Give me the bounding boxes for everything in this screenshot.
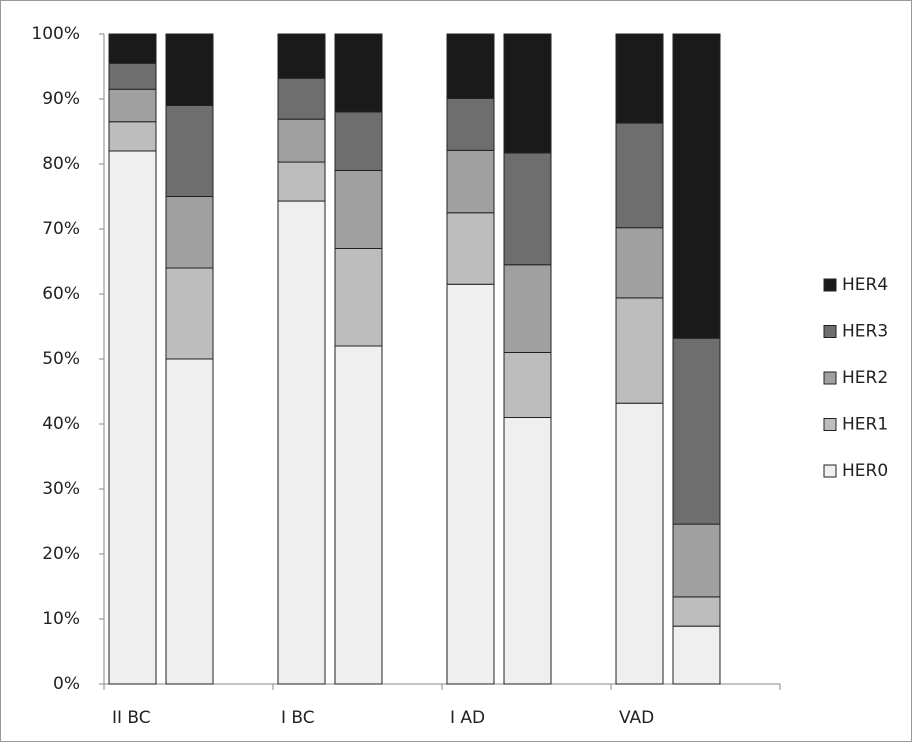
bar-segment	[672, 523, 721, 598]
bar-segment	[672, 33, 721, 339]
bar-segment	[108, 62, 157, 90]
y-tick-label: 10%	[42, 609, 80, 629]
bar-segment	[615, 122, 664, 229]
bar-segment	[334, 33, 383, 113]
legend-swatch	[823, 325, 837, 338]
legend-label: HER0	[842, 461, 888, 481]
legend-label: HER2	[842, 368, 888, 388]
bar-segment	[503, 417, 552, 685]
bar-segment	[165, 358, 214, 685]
legend-label: HER4	[842, 275, 888, 295]
legend-label: HER3	[842, 322, 888, 342]
bar-segment	[446, 33, 495, 99]
bar-segment	[615, 297, 664, 404]
bar-segment	[672, 337, 721, 525]
bar-segment	[165, 105, 214, 197]
legend-swatch	[823, 371, 837, 385]
bar-segment	[615, 402, 664, 685]
x-tick-label: VAD	[619, 708, 654, 728]
bar-segment	[615, 33, 664, 124]
y-tick-label: 70%	[42, 219, 80, 239]
bar-segment	[277, 77, 326, 120]
bar-segment	[672, 625, 721, 685]
y-tick-label: 50%	[42, 349, 80, 369]
bar-segment	[334, 248, 383, 347]
bar-segment	[503, 33, 552, 154]
bar-segment	[446, 212, 495, 285]
bar-segment	[277, 161, 326, 202]
bar-segment	[277, 33, 326, 79]
y-tick-label: 0%	[53, 674, 80, 694]
bar-segment	[446, 283, 495, 685]
bar-segment	[334, 345, 383, 685]
legend-swatch	[823, 278, 837, 292]
legend-swatch	[823, 464, 837, 478]
bar-segment	[672, 596, 721, 627]
y-tick-label: 60%	[42, 284, 80, 304]
x-tick-label: II BC	[112, 708, 151, 728]
bar-segment	[108, 150, 157, 685]
y-tick-label: 90%	[42, 89, 80, 109]
bar-segment	[108, 33, 157, 64]
bar-segment	[615, 227, 664, 299]
bar-segment	[165, 196, 214, 269]
bar-segment	[277, 200, 326, 685]
bar-segment	[334, 170, 383, 249]
bar-segment	[165, 33, 214, 106]
legend-swatch	[823, 418, 837, 431]
bar-segment	[277, 118, 326, 163]
bar-segment	[446, 149, 495, 214]
y-tick-label: 100%	[31, 24, 80, 44]
bar-segment	[446, 97, 495, 151]
bar-segment	[334, 111, 383, 171]
y-tick-label: 30%	[42, 479, 80, 499]
y-tick-label: 40%	[42, 414, 80, 434]
legend-label: HER1	[842, 415, 888, 435]
bar-segment	[108, 88, 157, 123]
bar-segment	[165, 267, 214, 360]
x-tick-label: I BC	[281, 708, 315, 728]
bar-segment	[108, 121, 157, 152]
bar-segment	[503, 352, 552, 418]
y-tick-label: 80%	[42, 154, 80, 174]
y-tick-label: 20%	[42, 544, 80, 564]
bar-segment	[503, 152, 552, 266]
bar-segment	[503, 264, 552, 353]
x-tick-label: I AD	[450, 708, 485, 728]
